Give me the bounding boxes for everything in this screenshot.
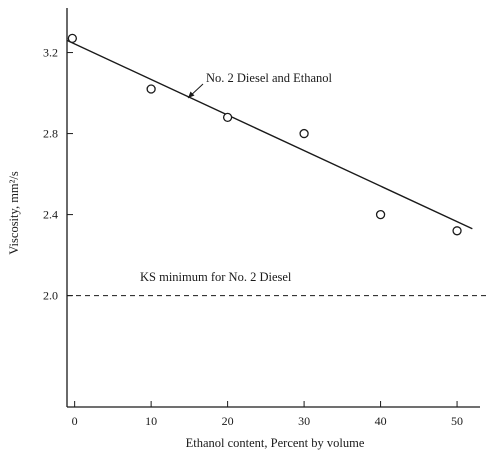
data-point [222, 112, 233, 123]
data-point [67, 33, 78, 44]
reference-line-label: KS minimum for No. 2 Diesel [140, 270, 292, 284]
y-axis-label: Viscosity, mm²/s [7, 171, 21, 255]
y-tick-label: 3.2 [43, 46, 58, 60]
x-tick-label: 20 [222, 414, 234, 428]
fit-line-label-arrowhead [188, 91, 195, 98]
data-point [299, 128, 309, 139]
fit-line-label: No. 2 Diesel and Ethanol [206, 71, 333, 85]
x-tick-label: 10 [145, 414, 157, 428]
x-tick-label: 30 [298, 414, 310, 428]
y-tick-label: 2.4 [43, 208, 58, 222]
x-tick-label: 0 [72, 414, 78, 428]
x-axis-label: Ethanol content, Percent by volume [186, 436, 365, 450]
data-point [146, 84, 156, 94]
regression-line [66, 39, 473, 230]
x-tick-label: 40 [375, 414, 387, 428]
data-points [67, 33, 462, 236]
axes [66, 8, 480, 408]
data-point [375, 209, 386, 220]
ticks: 0 10 20 30 40 50 2.0 2.4 2.8 3.2 [43, 46, 463, 428]
y-tick-label: 2.0 [43, 289, 58, 303]
x-tick-label: 50 [451, 414, 463, 428]
y-tick-label: 2.8 [43, 127, 58, 141]
fit-line-group [66, 39, 473, 230]
data-point [452, 226, 462, 236]
